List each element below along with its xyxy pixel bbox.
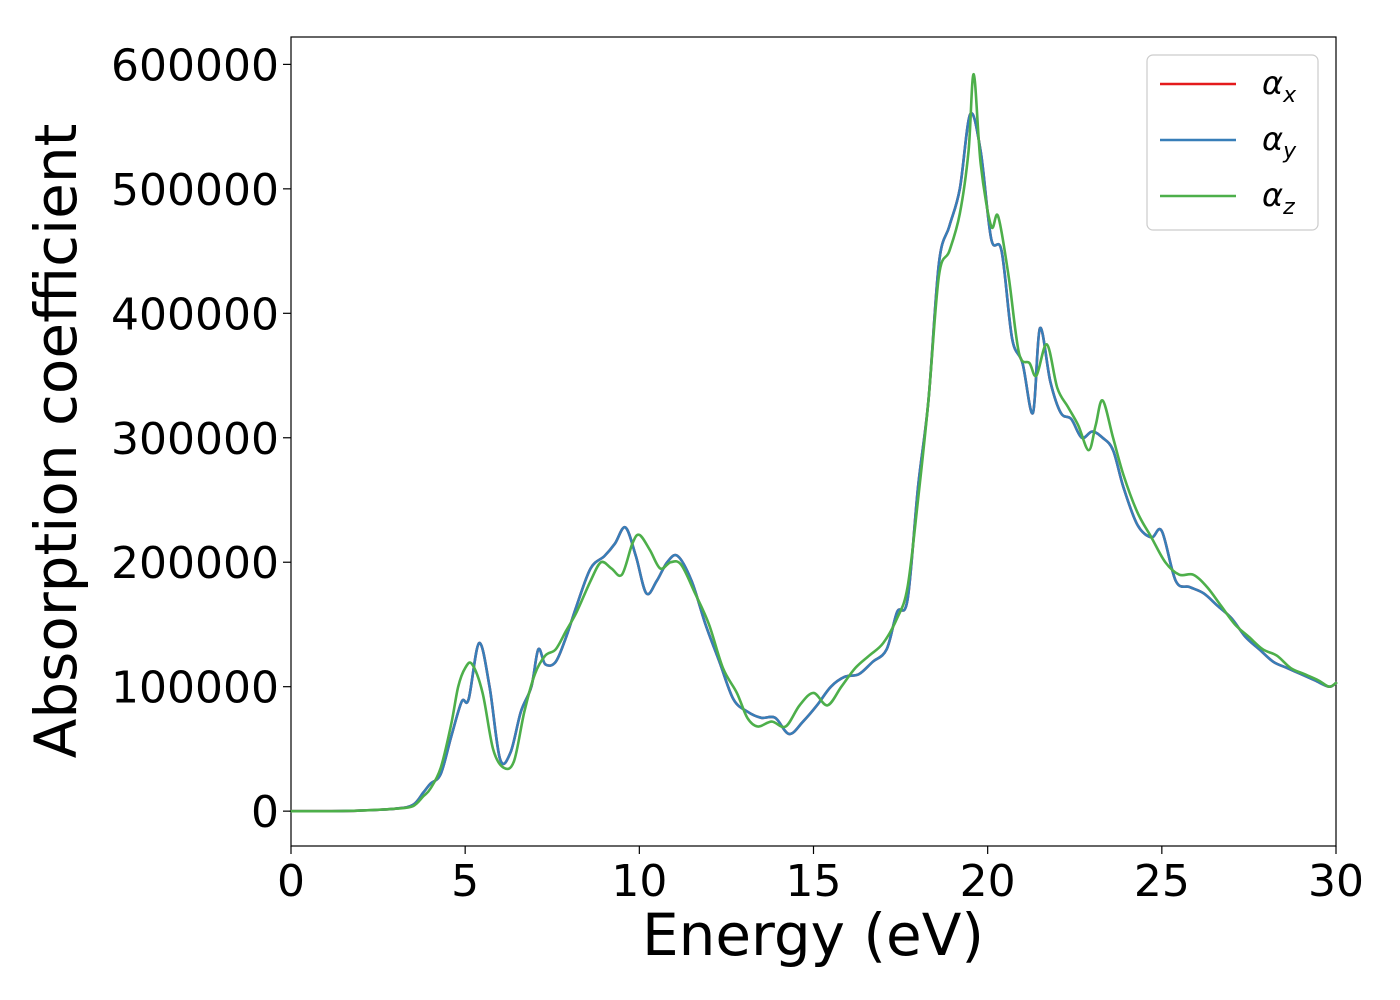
x-axis-label: Energy (eV) <box>642 901 984 969</box>
y-axis-ticks: 0 100000 200000 300000 400000 500000 600000 <box>111 40 291 838</box>
x-tick-label: 0 <box>277 856 305 907</box>
series-line-z <box>289 73 1338 813</box>
legend-label-z: αz <box>1262 176 1295 220</box>
y-tick-label: 400000 <box>111 289 279 340</box>
y-tick-label: 200000 <box>111 538 279 589</box>
legend-symbol: α <box>1262 176 1283 214</box>
y-axis-label: Absorption coefficient <box>22 124 90 759</box>
y-tick-label: 500000 <box>111 165 279 216</box>
legend-subscript: z <box>1282 195 1295 220</box>
legend-symbol: α <box>1262 120 1283 158</box>
y-tick-label: 0 <box>251 787 279 838</box>
x-tick-label: 25 <box>1134 856 1190 907</box>
legend-label-x: αx <box>1262 64 1297 108</box>
x-tick-label: 30 <box>1308 856 1364 907</box>
series-line-y <box>289 111 1338 813</box>
x-axis-ticks: 0 5 10 15 20 25 30 <box>277 846 1364 907</box>
y-tick-label: 100000 <box>111 663 279 714</box>
x-tick-label: 15 <box>786 856 842 907</box>
x-tick-label: 5 <box>451 856 479 907</box>
legend-symbol: α <box>1262 64 1283 102</box>
legend-frame <box>1146 54 1319 231</box>
y-tick-label: 300000 <box>111 414 279 465</box>
series-group <box>289 73 1338 813</box>
legend-subscript: y <box>1282 139 1297 164</box>
x-tick-label: 20 <box>960 856 1016 907</box>
legend-label-y: αy <box>1262 120 1297 164</box>
x-tick-label: 10 <box>611 856 667 907</box>
legend-subscript: x <box>1282 83 1297 108</box>
y-tick-label: 600000 <box>111 40 279 91</box>
